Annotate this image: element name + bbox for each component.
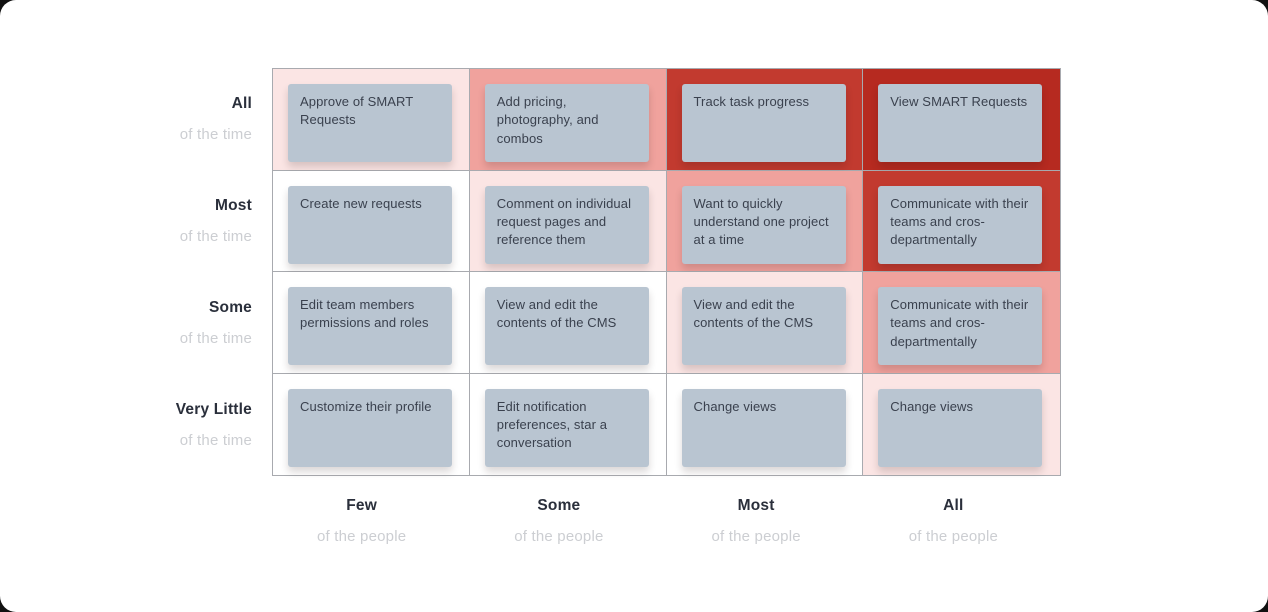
matrix-cell-some-time-few-people: Edit team members permissions and roles	[273, 272, 470, 374]
column-label-most: Most of the people	[658, 476, 855, 586]
column-label-primary: Most	[737, 497, 775, 514]
task-card[interactable]: Want to quickly understand one project a…	[681, 185, 846, 264]
column-label-some: Some of the people	[460, 476, 657, 586]
task-card[interactable]: Create new requests	[288, 185, 452, 264]
matrix-cell-very-little-time-most-people: Change views	[666, 373, 864, 475]
matrix-cell-some-time-most-people: View and edit the contents of the CMS	[666, 272, 864, 374]
column-axis-labels: Few of the people Some of the people Most of …	[263, 476, 1052, 586]
row-label-all: All of the time	[0, 68, 262, 170]
matrix-cell-most-time-some-people: Comment on individual request pages and …	[469, 170, 667, 272]
row-axis-labels: All of the time Most of the time Some of the …	[0, 68, 262, 476]
column-label-secondary: of the people	[514, 528, 604, 545]
matrix-cell-all-time-all-people: View SMART Requests	[863, 69, 1060, 171]
column-label-secondary: of the people	[316, 528, 407, 545]
matrix-cell-all-time-most-people: Track task progress	[666, 69, 864, 171]
task-card[interactable]: View and edit the contents of the CMS	[681, 287, 846, 365]
column-label-secondary: of the people	[908, 528, 999, 545]
row-label-some: Some of the time	[0, 272, 262, 374]
row-label-secondary: of the time	[179, 228, 252, 245]
task-card[interactable]: View and edit the contents of the CMS	[484, 287, 649, 365]
matrix-grid: Approve of SMART Requests Add pricing, ph…	[272, 68, 1061, 476]
row-label-most: Most of the time	[0, 170, 262, 272]
row-label-primary: All	[231, 95, 252, 112]
matrix-cell-all-time-few-people: Approve of SMART Requests	[273, 69, 470, 171]
matrix-cell-most-time-few-people: Create new requests	[273, 170, 470, 272]
column-label-primary: Few	[346, 497, 377, 514]
task-card[interactable]: Customize their profile	[288, 388, 452, 467]
row-label-primary: Very Little	[175, 401, 252, 418]
row-label-secondary: of the time	[179, 330, 252, 347]
task-card[interactable]: Comment on individual request pages and …	[484, 185, 649, 264]
task-card[interactable]: Approve of SMART Requests	[288, 84, 452, 162]
task-card[interactable]: Change views	[878, 388, 1043, 467]
column-label-all: All of the people	[855, 476, 1052, 586]
matrix-cell-all-time-some-people: Add pricing, photography, and combos	[469, 69, 667, 171]
matrix-cell-most-time-most-people: Want to quickly understand one project a…	[666, 170, 864, 272]
column-label-secondary: of the people	[711, 528, 801, 545]
task-card[interactable]: Edit notification preferences, star a co…	[484, 388, 649, 467]
task-card[interactable]: Change views	[681, 388, 846, 467]
task-card[interactable]: Track task progress	[681, 84, 846, 162]
matrix-cell-very-little-time-few-people: Customize their profile	[273, 373, 470, 475]
row-label-secondary: of the time	[179, 432, 252, 449]
column-label-few: Few of the people	[263, 476, 460, 586]
task-card[interactable]: Communicate with their teams and cros-de…	[878, 287, 1043, 365]
task-card[interactable]: Add pricing, photography, and combos	[484, 84, 649, 162]
matrix-cell-some-time-all-people: Communicate with their teams and cros-de…	[863, 272, 1060, 374]
task-card[interactable]: Communicate with their teams and cros-de…	[878, 185, 1043, 264]
row-label-secondary: of the time	[179, 126, 252, 143]
column-label-primary: All	[943, 497, 964, 514]
matrix-cell-most-time-all-people: Communicate with their teams and cros-de…	[863, 170, 1060, 272]
task-card[interactable]: View SMART Requests	[878, 84, 1043, 162]
row-label-primary: Some	[208, 299, 252, 316]
matrix-cell-very-little-time-all-people: Change views	[863, 373, 1060, 475]
task-card[interactable]: Edit team members permissions and roles	[288, 287, 452, 365]
row-label-very-little: Very Little of the time	[0, 374, 262, 476]
matrix-cell-some-time-some-people: View and edit the contents of the CMS	[469, 272, 667, 374]
matrix-cell-very-little-time-some-people: Edit notification preferences, star a co…	[469, 373, 667, 475]
row-label-primary: Most	[215, 197, 252, 214]
column-label-primary: Some	[537, 497, 581, 514]
